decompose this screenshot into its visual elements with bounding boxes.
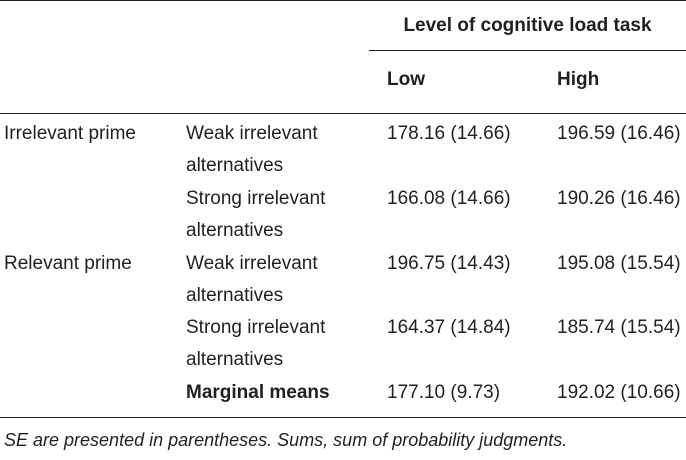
condition-label-line2: alternatives [186,220,284,241]
column-header-high: High [557,69,600,90]
table-footnote: SE are presented in parentheses. Sums, s… [4,430,568,450]
marginal-value-high: 192.02 (10.66) [557,382,681,403]
condition-label-line2: alternatives [186,155,284,176]
condition-label-line1: Weak irrelevant [186,253,318,274]
group-label: Irrelevant prime [4,123,136,144]
group-label: Relevant prime [4,253,132,274]
span-header-rule [369,50,686,51]
condition-label-line1: Strong irrelevant [186,317,326,338]
value-high: 196.59 (16.46) [557,123,681,144]
table-bottom-rule [0,417,686,418]
marginal-value-low: 177.10 (9.73) [387,382,501,403]
value-high: 190.26 (16.46) [557,188,681,209]
value-high: 185.74 (15.54) [557,317,681,338]
table-top-rule [0,0,686,1]
value-high: 195.08 (15.54) [557,253,681,274]
header-rule [0,113,686,114]
condition-label-line1: Weak irrelevant [186,123,318,144]
marginal-means-label: Marginal means [186,382,330,403]
condition-label-line2: alternatives [186,349,284,370]
value-low: 196.75 (14.43) [387,253,511,274]
condition-label-line2: alternatives [186,285,284,306]
column-header-low: Low [387,69,425,90]
span-header: Level of cognitive load task [403,15,652,36]
value-low: 166.08 (14.66) [387,188,511,209]
condition-label-line1: Strong irrelevant [186,188,326,209]
value-low: 164.37 (14.84) [387,317,511,338]
value-low: 178.16 (14.66) [387,123,511,144]
